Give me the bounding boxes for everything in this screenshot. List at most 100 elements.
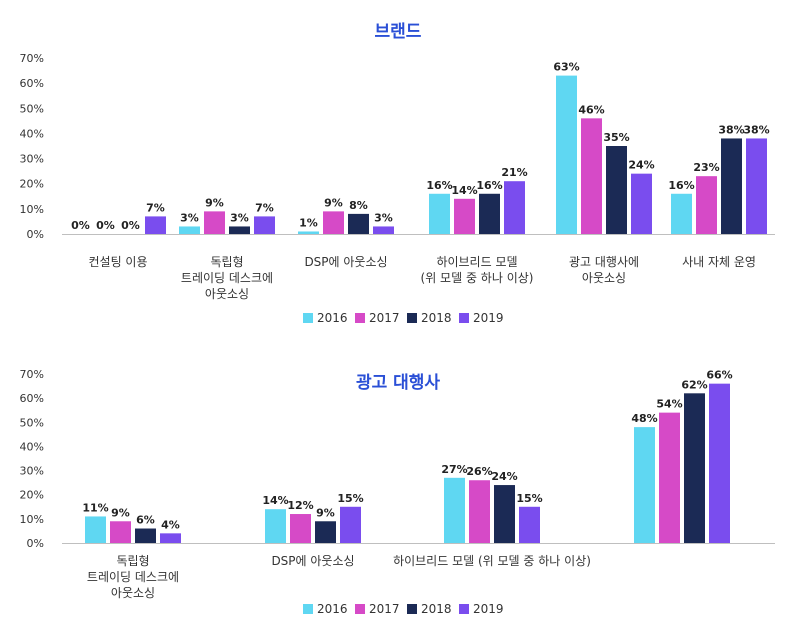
bar-2019 <box>145 216 166 234</box>
bar-2016 <box>179 226 200 234</box>
y-tick-label: 70% <box>20 52 44 65</box>
data-label: 27% <box>441 463 467 476</box>
y-tick-label: 20% <box>20 178 44 191</box>
legend-swatch <box>459 313 469 323</box>
bar-2018 <box>721 138 742 234</box>
chart-title: 브랜드 <box>375 22 422 42</box>
data-label: 16% <box>426 179 452 192</box>
bar-2017 <box>469 480 490 543</box>
bar-2017 <box>581 118 602 234</box>
bar-2017 <box>454 198 475 234</box>
data-label: 38% <box>743 123 769 136</box>
data-label: 14% <box>451 184 477 197</box>
data-label: 0% <box>121 219 140 232</box>
bar-2019 <box>504 181 525 234</box>
legend-swatch <box>355 604 365 614</box>
data-label: 24% <box>628 159 654 172</box>
legend-label: 2017 <box>369 311 400 325</box>
data-label: 16% <box>668 179 694 192</box>
data-label: 38% <box>718 123 744 136</box>
data-label: 3% <box>230 211 249 224</box>
data-label: 15% <box>337 492 363 505</box>
data-label: 6% <box>136 514 155 527</box>
legend-label: 2019 <box>473 602 504 616</box>
data-label: 16% <box>476 179 502 192</box>
data-label: 24% <box>491 470 517 483</box>
y-tick-label: 30% <box>20 153 44 166</box>
data-label: 9% <box>324 196 343 209</box>
legend-label: 2018 <box>421 311 452 325</box>
data-label: 35% <box>603 131 629 144</box>
bar-2016 <box>298 231 319 234</box>
category-label: 하이브리드 모델 (위 모델 중 하나 이상) <box>393 554 591 568</box>
data-label: 46% <box>578 103 604 116</box>
y-tick-label: 70% <box>20 368 44 381</box>
chart-title: 광고 대행사 <box>356 373 440 393</box>
bar-2017 <box>696 176 717 234</box>
data-label: 9% <box>205 196 224 209</box>
category-label: DSP에 아웃소싱 <box>271 554 354 568</box>
legend-label: 2016 <box>317 602 348 616</box>
y-tick-label: 60% <box>20 77 44 90</box>
bar-2017 <box>290 514 311 543</box>
data-label: 3% <box>374 211 393 224</box>
legend-swatch <box>303 604 313 614</box>
bar-2017 <box>659 412 680 543</box>
bar-2018 <box>606 146 627 234</box>
data-label: 54% <box>656 398 682 411</box>
bar-2016 <box>634 427 655 543</box>
data-label: 14% <box>262 494 288 507</box>
bar-2016 <box>85 516 106 543</box>
bar-2018 <box>229 226 250 234</box>
legend-label: 2019 <box>473 311 504 325</box>
legend: 2016 2017 2018 2019 <box>303 311 504 325</box>
y-tick-label: 40% <box>20 127 44 140</box>
bar-2018 <box>494 485 515 543</box>
y-tick-label: 0% <box>27 228 44 241</box>
data-label: 0% <box>71 219 90 232</box>
legend-swatch <box>303 313 313 323</box>
data-label: 1% <box>299 216 318 229</box>
data-label: 15% <box>516 492 542 505</box>
data-label: 26% <box>466 465 492 478</box>
data-label: 0% <box>96 219 115 232</box>
legend-label: 2018 <box>421 602 452 616</box>
data-label: 23% <box>693 161 719 174</box>
legend-swatch <box>407 604 417 614</box>
y-tick-label: 20% <box>20 489 44 502</box>
bar-2019 <box>160 533 181 543</box>
bar-2016 <box>671 193 692 234</box>
bar-2018 <box>684 393 705 543</box>
bar-2017 <box>323 211 344 234</box>
bar-2019 <box>519 506 540 543</box>
bar-2019 <box>709 383 730 543</box>
bar-2019 <box>373 226 394 234</box>
bar-2018 <box>135 528 156 543</box>
data-label: 48% <box>631 412 657 425</box>
bar-2016 <box>265 509 286 543</box>
data-label: 9% <box>111 506 130 519</box>
legend-label: 2017 <box>369 602 400 616</box>
bar-2019 <box>340 506 361 543</box>
data-label: 9% <box>316 506 335 519</box>
bar-2019 <box>631 173 652 234</box>
data-label: 21% <box>501 166 527 179</box>
data-label: 62% <box>681 378 707 391</box>
y-tick-label: 10% <box>20 203 44 216</box>
y-tick-label: 60% <box>20 392 44 405</box>
category-label: 컨설팅 이용 <box>88 255 147 269</box>
bar-2018 <box>348 213 369 234</box>
bar-2017 <box>204 211 225 234</box>
bar-2017 <box>110 521 131 543</box>
legend-swatch <box>355 313 365 323</box>
data-label: 8% <box>349 199 368 212</box>
y-tick-label: 40% <box>20 440 44 453</box>
chart-1: 브랜드 0% 10% 20% 30% 40% 50% 60% 70% 0% 0% 0% 7% 컨설팅 이용… <box>20 22 775 325</box>
category-label: 광고 대행사에 아웃소싱 <box>569 254 639 285</box>
category-label: 하이브리드 모델 (위 모델 중 하나 이상) <box>421 255 534 285</box>
data-label: 11% <box>82 501 108 514</box>
category-label: 사내 자체 운영 <box>682 255 756 269</box>
y-tick-label: 50% <box>20 102 44 115</box>
legend: 2016 2017 2018 2019 <box>303 602 504 616</box>
